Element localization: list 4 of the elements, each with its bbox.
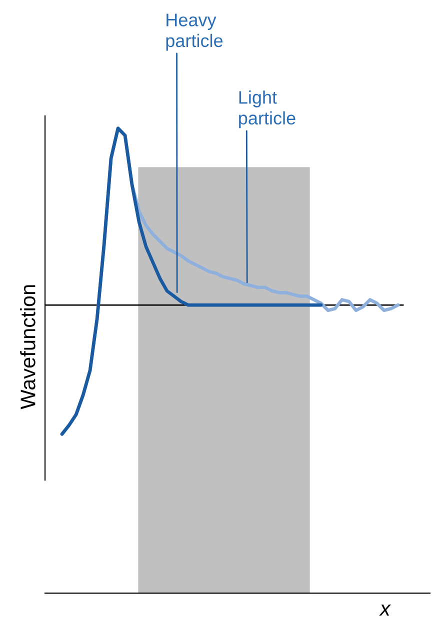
text: x [379,604,391,616]
text: Heavy particle [166,14,223,51]
text: Light particle [239,90,296,128]
y-axis-title: Wavefunction [20,285,36,410]
